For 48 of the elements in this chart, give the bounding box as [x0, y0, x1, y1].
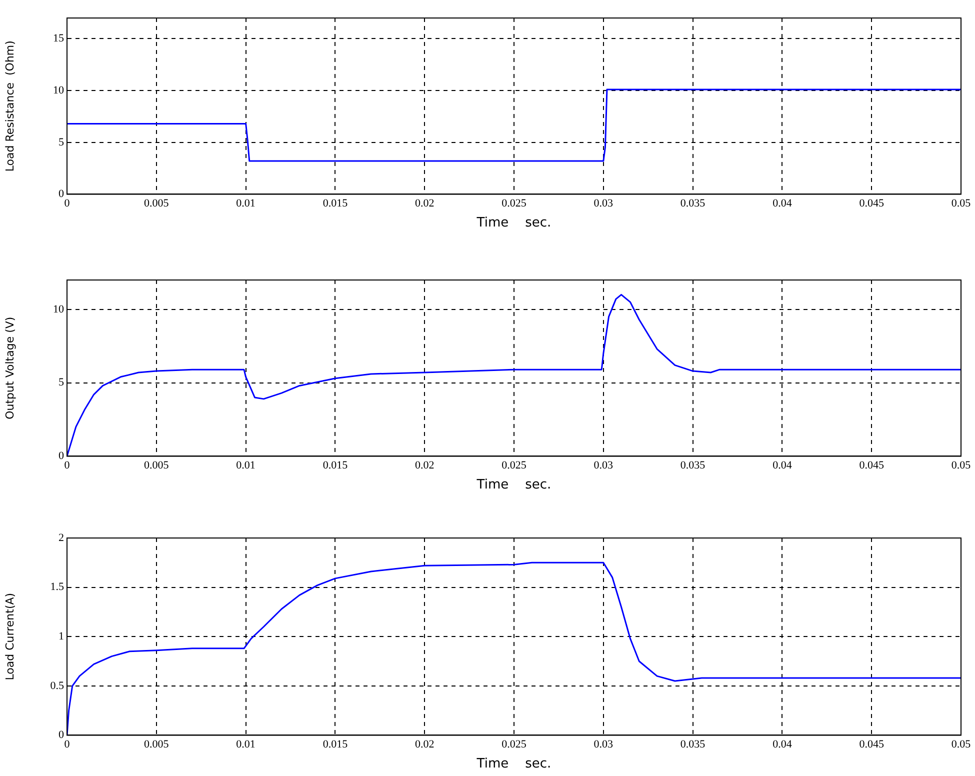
- x-tick-label: 0.05: [951, 460, 972, 472]
- y-tick-label: 5: [58, 136, 64, 148]
- x-axis-title: Time sec.: [476, 756, 552, 772]
- x-tick-label: 0.04: [772, 198, 792, 210]
- x-tick-label: 0.045: [859, 738, 884, 751]
- x-tick-label: 0.035: [680, 198, 706, 210]
- x-tick-label: 0.015: [322, 198, 348, 210]
- x-tick-label: 0.04: [772, 738, 792, 751]
- x-tick-label: 0.04: [772, 460, 792, 472]
- x-tick-label: 0.045: [859, 198, 884, 210]
- x-tick-label: 0.02: [414, 198, 434, 210]
- x-tick-label: 0.02: [414, 738, 434, 751]
- y-tick-label: 2: [58, 532, 64, 544]
- x-tick-label: 0.015: [322, 738, 348, 751]
- x-tick-label: 0.035: [680, 460, 706, 472]
- y-tick-label: 1.5: [50, 581, 64, 594]
- y-tick-label: 0.5: [50, 680, 64, 692]
- y-tick-label: 0: [58, 450, 64, 462]
- y-tick-label: 15: [53, 32, 64, 45]
- x-tick-label: 0.03: [594, 198, 614, 210]
- x-tick-label: 0.02: [414, 460, 434, 472]
- y-axis-title: Output Voltage (V): [3, 316, 16, 420]
- x-tick-label: 0.035: [680, 738, 706, 751]
- y-tick-label: 0: [58, 729, 64, 742]
- y-tick-label: 0: [58, 188, 64, 200]
- x-tick-label: 0.01: [236, 198, 256, 210]
- x-tick-label: 0.025: [502, 198, 527, 210]
- y-tick-label: 5: [58, 376, 64, 389]
- x-tick-label: 0.05: [951, 198, 972, 210]
- x-tick-label: 0.005: [144, 738, 170, 751]
- x-tick-label: 0.03: [594, 460, 614, 472]
- y-tick-label: 10: [53, 84, 64, 96]
- x-tick-label: 0.01: [236, 738, 256, 751]
- x-tick-label: 0.025: [502, 460, 527, 472]
- x-tick-label: 0.005: [144, 460, 170, 472]
- x-axis-title: Time sec.: [476, 478, 552, 493]
- y-tick-label: 10: [53, 303, 64, 316]
- x-tick-label: 0.05: [951, 738, 972, 751]
- x-tick-label: 0.025: [502, 738, 527, 751]
- x-tick-label: 0.03: [594, 738, 614, 751]
- y-tick-label: 1: [58, 630, 64, 642]
- y-axis-title: Load Resistance (Ohm): [3, 40, 16, 172]
- x-tick-label: 0.045: [859, 460, 884, 472]
- x-tick-label: 0.015: [322, 460, 348, 472]
- x-axis-title: Time sec.: [476, 216, 552, 231]
- y-axis-title: Load Current(A): [3, 592, 16, 680]
- x-tick-label: 0.01: [236, 460, 256, 472]
- x-tick-label: 0.005: [144, 198, 170, 210]
